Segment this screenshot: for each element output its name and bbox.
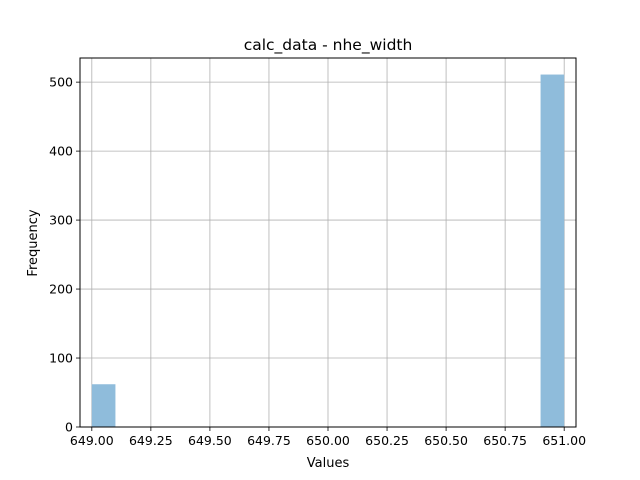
- y-tick-label: 200: [49, 282, 73, 297]
- x-tick-label: 649.00: [70, 433, 114, 448]
- histogram-bar: [91, 384, 116, 427]
- x-tick-label: 650.50: [424, 433, 468, 448]
- x-tick-label: 650.25: [365, 433, 409, 448]
- histogram-bar: [540, 74, 565, 427]
- x-tick-label: 649.25: [129, 433, 173, 448]
- y-tick-label: 500: [49, 75, 73, 90]
- y-tick-label: 100: [49, 351, 73, 366]
- grid-lines: [80, 58, 576, 428]
- x-tick-label: 649.50: [188, 433, 232, 448]
- x-tick-label: 649.75: [247, 433, 291, 448]
- y-axis: 0 100 200 300 400 500: [49, 75, 80, 435]
- y-axis-label: Frequency: [26, 209, 41, 276]
- x-axis-label: Values: [307, 456, 350, 471]
- y-tick-label: 0: [65, 420, 73, 435]
- x-tick-label: 650.75: [483, 433, 527, 448]
- x-tick-label: 651.00: [542, 433, 586, 448]
- chart-title: calc_data - nhe_width: [244, 36, 413, 55]
- bars: [91, 74, 565, 427]
- y-tick-label: 400: [49, 144, 73, 159]
- y-tick-label: 300: [49, 213, 73, 228]
- x-tick-label: 650.00: [306, 433, 350, 448]
- x-axis: 649.00 649.25 649.50 649.75 650.00 650.25 650.…: [70, 427, 586, 448]
